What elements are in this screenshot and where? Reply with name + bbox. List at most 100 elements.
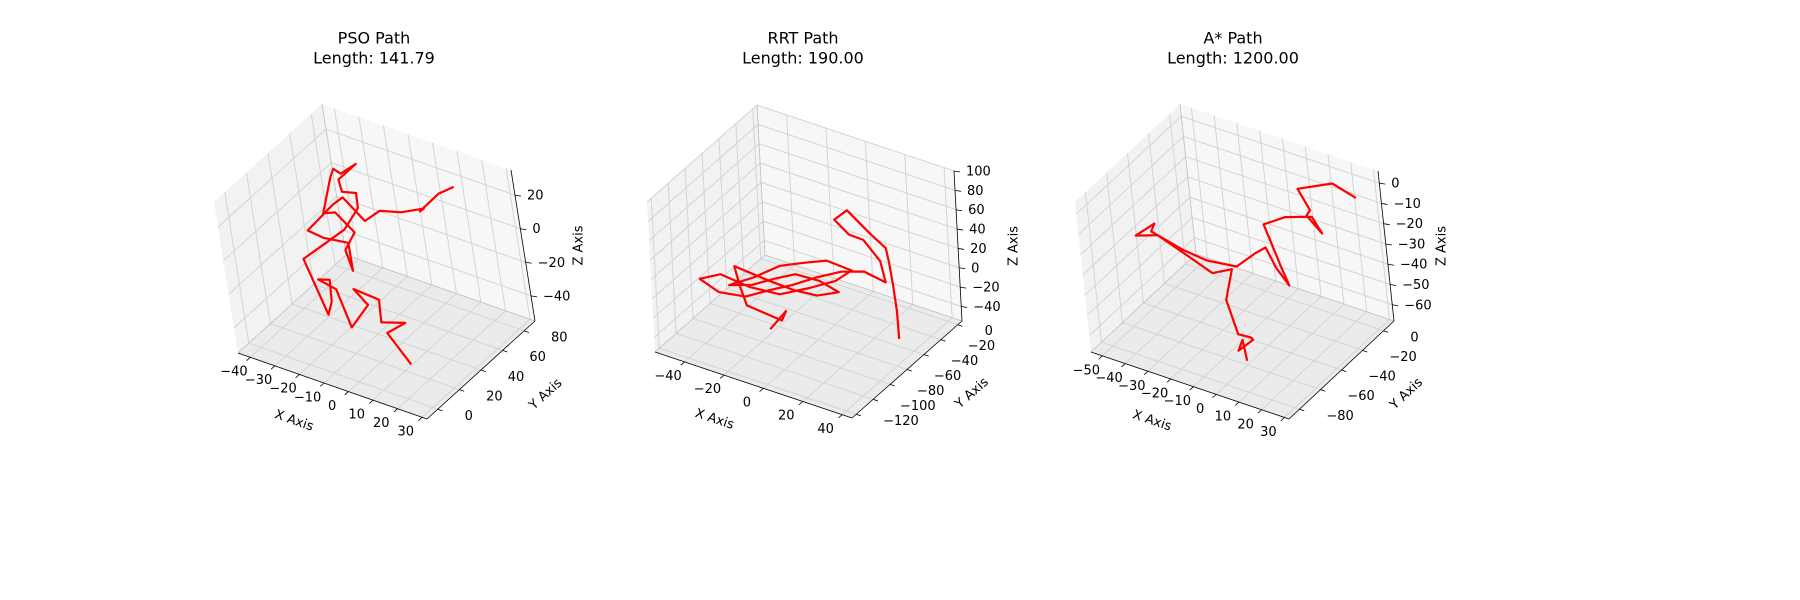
x-tick-label: −50: [1073, 363, 1100, 378]
y-gridline: [684, 168, 694, 319]
z-tick-label: 20: [970, 242, 987, 257]
x-axis-label: X Axis: [1131, 407, 1174, 434]
z-gridline: [336, 195, 526, 263]
y-gridline: [760, 258, 958, 326]
z-tick-label: −40: [543, 289, 570, 304]
z-gridline: [649, 162, 761, 261]
x-tick: [838, 414, 843, 419]
path-series-0: [1134, 182, 1357, 362]
x-tick-label: −20: [1141, 386, 1168, 401]
x-tick-label: −10: [1164, 394, 1191, 409]
x-tick: [1098, 355, 1103, 360]
y-gridline: [1085, 192, 1102, 343]
z-tick: [961, 306, 968, 308]
y-gridline: [735, 123, 745, 274]
y-gridline: [335, 264, 525, 332]
z-gridline: [651, 201, 763, 300]
x-tick: [344, 391, 349, 396]
z-gridline: [756, 104, 955, 172]
y-gridline: [692, 317, 891, 385]
pane-edge: [345, 254, 536, 322]
z-gridline: [1084, 196, 1191, 296]
y-gridline: [675, 332, 874, 400]
x-tick: [1166, 378, 1171, 383]
x-tick-label: 20: [373, 416, 390, 431]
y-gridline: [752, 108, 762, 259]
z-tick-label: 60: [968, 203, 985, 218]
y-gridline: [1169, 113, 1186, 264]
z-gridline: [1080, 156, 1186, 256]
x-tick: [719, 374, 725, 379]
z-gridline: [758, 143, 957, 211]
y-tick-label: 80: [551, 331, 568, 346]
x-tick-label: −40: [1095, 371, 1122, 386]
z-tick-label: 40: [969, 223, 986, 238]
y-gridline: [1122, 322, 1321, 391]
x-gridline: [1236, 123, 1254, 274]
x-tick: [1121, 363, 1126, 368]
path-series-0: [698, 209, 901, 340]
z-gridline: [650, 182, 762, 280]
y-gridline: [248, 342, 438, 410]
x-tick: [369, 399, 374, 404]
z-axis-line: [953, 170, 963, 322]
y-tick-label: −40: [951, 354, 978, 369]
x-gridline: [904, 154, 914, 305]
z-gridline: [1086, 217, 1193, 316]
x-tick: [246, 356, 251, 361]
y-tick-label: 0: [985, 324, 993, 339]
z-tick-label: 20: [527, 189, 544, 204]
pane-edge: [756, 104, 766, 256]
x-tick-label: 40: [817, 422, 834, 437]
x-tick: [418, 416, 423, 421]
x-tick-label: 30: [1260, 425, 1277, 440]
y-tick: [502, 350, 508, 353]
x-tick: [270, 365, 276, 370]
y-tick: [1341, 369, 1347, 372]
z-tick: [957, 228, 964, 231]
x-tick: [1257, 409, 1262, 414]
x-tick: [1189, 386, 1194, 391]
y-axis-label: Y Axis: [526, 376, 566, 414]
z-gridline: [1191, 217, 1391, 285]
z-gridline: [1189, 196, 1389, 265]
y-tick-label: −100: [900, 399, 936, 414]
x-gridline: [825, 128, 835, 279]
chart-title: RRT Path: [767, 29, 838, 48]
z-gridline: [1082, 176, 1189, 276]
x-gridline: [864, 141, 874, 292]
z-axis-line: [1377, 170, 1395, 322]
y-gridline: [1185, 263, 1384, 332]
x-gridline: [1350, 161, 1368, 312]
z-gridline: [1088, 237, 1195, 337]
back-pane: [1180, 104, 1394, 321]
x-tick-label: −30: [245, 373, 272, 388]
x-tick-label: 10: [1215, 410, 1232, 425]
x-tick: [1143, 370, 1149, 375]
z-tick: [514, 194, 522, 197]
x-tick: [1280, 417, 1285, 422]
x-tick-label: −20: [269, 382, 296, 397]
z-tick: [1390, 284, 1397, 286]
y-tick: [873, 398, 879, 402]
x-tick-label: 30: [398, 425, 415, 440]
x-tick: [1235, 401, 1240, 406]
y-gridline: [1101, 341, 1300, 410]
z-gridline: [1181, 115, 1380, 184]
y-gridline: [1127, 152, 1144, 304]
z-tick-label: −10: [1393, 197, 1420, 212]
x-axis-line: [654, 351, 853, 419]
x-tick-label: 0: [328, 399, 336, 414]
z-gridline: [341, 229, 532, 297]
z-tick-label: 80: [967, 184, 984, 199]
back-pane: [322, 104, 535, 321]
z-tick: [1379, 182, 1386, 185]
x-tick: [393, 408, 398, 413]
z-tick: [960, 286, 967, 289]
y-tick: [1383, 330, 1389, 333]
z-tick: [525, 261, 532, 264]
x-axis-line: [237, 352, 428, 420]
chart-subtitle: Length: 190.00: [742, 49, 864, 68]
x-axis-line: [1090, 351, 1290, 420]
pane-edge: [237, 254, 347, 354]
